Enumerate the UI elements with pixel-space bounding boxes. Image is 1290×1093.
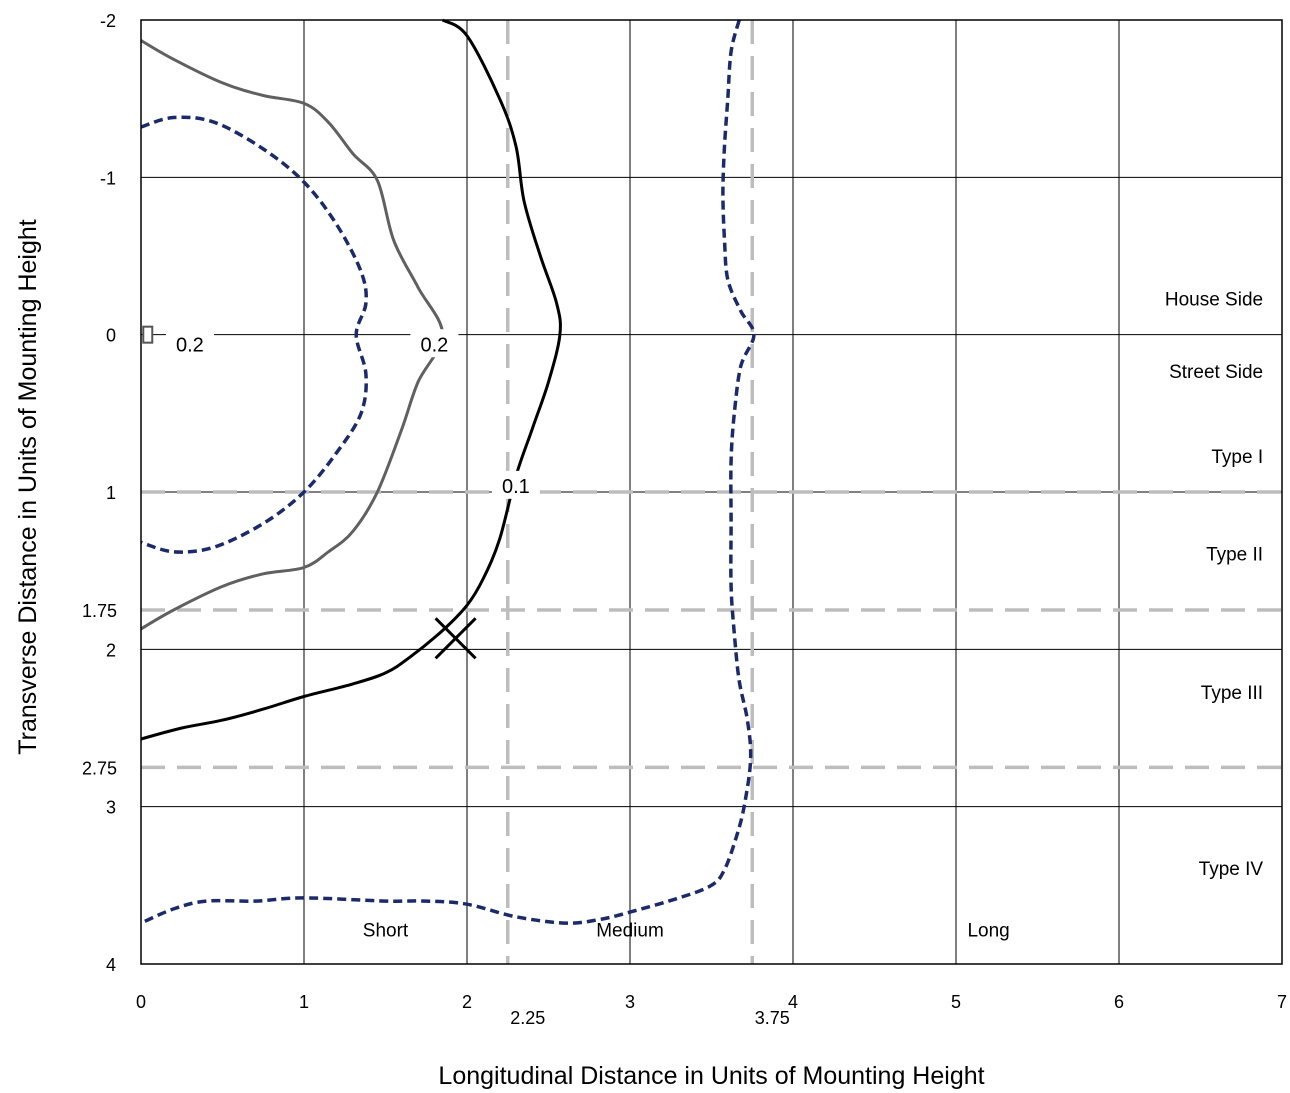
region-label: Medium — [596, 920, 664, 941]
x-tick-label: 1 — [299, 992, 309, 1012]
contour-line-1 — [140, 115, 368, 554]
x-marker-stroke — [434, 617, 477, 660]
luminaire-marker — [142, 325, 154, 344]
y-tick-label: 1 — [106, 483, 116, 503]
contour-label: 0.1 — [502, 476, 530, 498]
x-tick-label: 5 — [951, 992, 961, 1012]
x-tick-label-extra: 3.75 — [755, 1008, 790, 1028]
x-tick-label: 4 — [788, 992, 798, 1012]
y-axis-title: Transverse Distance in Units of Mounting… — [14, 219, 42, 754]
x-tick-label: 6 — [1114, 992, 1124, 1012]
y-tick-label: 4 — [106, 955, 116, 975]
contour-label: 0.2 — [176, 334, 204, 356]
x-tick-label: 0 — [136, 992, 146, 1012]
contour-label-background — [165, 329, 214, 358]
x-tick-label: 2 — [462, 992, 472, 1012]
y-tick-label: -2 — [100, 11, 116, 31]
contour-label-background — [410, 329, 459, 358]
region-label: Short — [363, 920, 409, 941]
y-tick-label-extra: 1.75 — [82, 601, 117, 621]
x-tick-label-extra: 2.25 — [510, 1008, 545, 1028]
plot-frame — [140, 19, 1283, 965]
y-tick-label: 0 — [106, 326, 116, 346]
region-label: Type III — [1201, 683, 1263, 704]
reference-lines — [141, 20, 1282, 964]
contour-line-3 — [140, 18, 562, 741]
contour-label: 0.2 — [420, 334, 448, 356]
y-tick-label: 2 — [106, 640, 116, 660]
region-label: House Side — [1165, 289, 1263, 310]
contour-series — [140, 18, 756, 925]
region-label: Type I — [1211, 447, 1263, 468]
contour-line-4 — [140, 19, 756, 925]
tick-labels: 0 1 2 3 4 5 6 7 2.25 3.75 -2 -1 0 1 2 3 4 1.75 2.75 — [82, 11, 1287, 1028]
chart-labels: House Side Street Side Type I Type II Type I… — [165, 289, 1264, 941]
region-label: Type IV — [1199, 859, 1264, 880]
y-tick-label-extra: 2.75 — [82, 758, 117, 778]
x-tick-label: 3 — [625, 992, 635, 1012]
region-label: Type II — [1206, 544, 1263, 565]
region-label: Street Side — [1169, 362, 1263, 383]
x-axis-title: Longitudinal Distance in Units of Mounti… — [438, 1062, 984, 1090]
y-tick-label: -1 — [100, 168, 116, 188]
region-label: Long — [967, 920, 1009, 941]
y-tick-label: 3 — [106, 798, 116, 818]
x-tick-label: 7 — [1277, 992, 1287, 1012]
contour-label-background — [491, 470, 540, 499]
